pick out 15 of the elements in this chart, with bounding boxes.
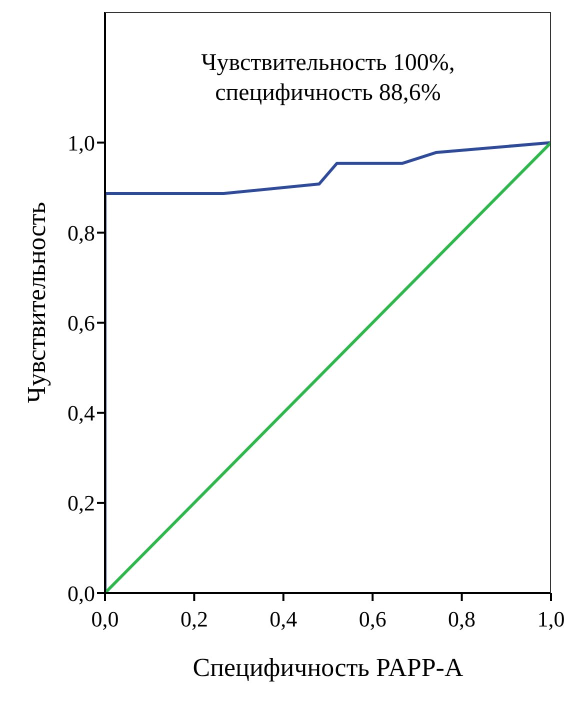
annotation: Чувствительность 100%, специфичность 88,6% [200, 49, 456, 108]
y-tick-label: 0,2 [68, 490, 95, 516]
y-tick-label: 0,6 [68, 310, 95, 336]
y-axis-title: Чувствительность [22, 202, 52, 404]
y-tick-label: 0,8 [68, 220, 95, 246]
x-tick-label: 1,0 [537, 606, 565, 632]
y-tick-label: 0,4 [68, 400, 95, 426]
x-tick-label: 0,2 [180, 606, 208, 632]
y-tick-label: 0,0 [68, 580, 95, 606]
x-axis-title: Специфичность PAPP-A [192, 653, 464, 682]
x-tick-label: 0,6 [358, 606, 386, 632]
x-tick-label: 0,0 [91, 606, 119, 632]
x-tick-label: 0,8 [448, 606, 476, 632]
y-tick-label: 1,0 [68, 130, 95, 156]
x-tick-label: 0,4 [270, 606, 298, 632]
